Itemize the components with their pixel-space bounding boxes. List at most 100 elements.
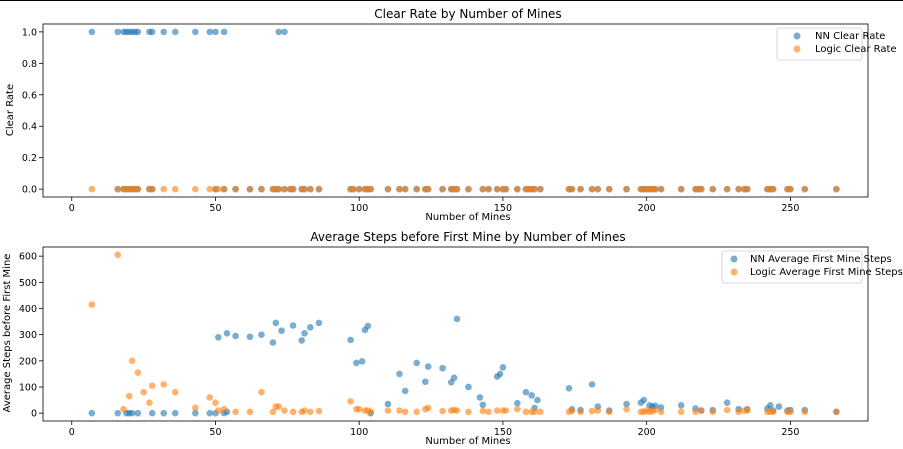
logic-data-point (744, 407, 751, 414)
logic-data-point (316, 408, 323, 415)
nn-data-point (232, 333, 239, 340)
logic-data-point (480, 408, 487, 415)
logic-data-point (402, 409, 409, 416)
logic-data-point (135, 186, 142, 193)
y-tick-label: 500 (19, 278, 37, 289)
x-tick-label: 50 (209, 427, 221, 438)
logic-data-point (523, 409, 530, 416)
logic-data-point (494, 407, 501, 414)
logic-data-point (569, 186, 576, 193)
logic-data-point (744, 186, 751, 193)
nn-data-point (149, 29, 156, 36)
logic-data-point (367, 409, 374, 416)
first-mine-steps-legend-logic-label: Logic Average First Mine Steps (750, 267, 903, 278)
nn-data-point (290, 322, 297, 329)
nn-data-point (396, 371, 403, 378)
logic-data-point (652, 186, 659, 193)
nn-data-point (422, 378, 429, 385)
nn-data-point (454, 316, 461, 323)
nn-data-point (172, 410, 179, 417)
clear-rate-title: Clear Rate by Number of Mines (374, 7, 561, 21)
logic-data-point (215, 407, 222, 414)
nn-data-point (215, 334, 222, 341)
nn-data-point (206, 410, 213, 417)
nn-data-point (275, 29, 282, 36)
logic-data-point (281, 186, 288, 193)
logic-data-point (569, 408, 576, 415)
nn-data-point (776, 403, 783, 410)
logic-data-point (89, 186, 96, 193)
nn-data-point (172, 29, 179, 36)
nn-data-point (353, 360, 360, 367)
logic-data-point (735, 186, 742, 193)
first-mine-steps-y-axis-label: Average Steps before First Mine (2, 254, 13, 413)
clear-rate-legend: NN Clear Rate Logic Clear Rate (777, 28, 897, 60)
nn-data-point (307, 324, 314, 331)
logic-data-point (350, 186, 357, 193)
logic-data-point (275, 403, 282, 410)
logic-data-point (801, 186, 808, 193)
x-tick-label: 100 (350, 427, 368, 438)
y-tick-label: 400 (19, 304, 37, 315)
logic-data-point (465, 186, 472, 193)
nn-data-point (258, 331, 265, 338)
logic-data-point (698, 186, 705, 193)
nn-data-point (402, 388, 409, 395)
nn-data-point (480, 401, 487, 408)
nn-data-point (301, 330, 308, 337)
x-tick-label: 100 (350, 203, 368, 214)
y-tick-label: 0.6 (22, 90, 37, 101)
logic-data-point (221, 186, 228, 193)
nn-data-point (129, 410, 136, 417)
y-tick-label: 100 (19, 382, 37, 393)
logic-data-point (281, 407, 288, 414)
nn-data-point (135, 410, 142, 417)
logic-data-point (678, 186, 685, 193)
nn-data-point (316, 320, 323, 327)
logic-data-point (439, 186, 446, 193)
x-tick-label: 200 (638, 427, 656, 438)
logic-data-point (206, 186, 213, 193)
logic-data-point (247, 409, 254, 416)
nn-data-point (160, 410, 167, 417)
logic-data-point (307, 186, 314, 193)
nn-data-point (89, 29, 96, 36)
x-tick-label: 250 (781, 427, 799, 438)
logic-data-point (120, 406, 127, 413)
logic-data-point (698, 407, 705, 414)
logic-data-point (425, 405, 432, 412)
clear-rate-plot-frame (43, 24, 868, 197)
first-mine-steps-legend: NN Average First Mine Steps Logic Averag… (722, 251, 903, 283)
logic-data-point (347, 398, 354, 405)
logic-data-point (724, 186, 731, 193)
nn-data-point (413, 360, 420, 367)
logic-data-point (485, 186, 492, 193)
logic-data-point (589, 408, 596, 415)
nn-data-point (206, 29, 213, 36)
first-mine-steps-legend-nn-label: NN Average First Mine Steps (750, 254, 892, 265)
first-mine-steps-legend-nn-marker (731, 256, 738, 263)
nn-data-point (477, 394, 484, 401)
nn-data-point (160, 29, 167, 36)
logic-data-point (301, 407, 308, 414)
nn-data-point (273, 320, 280, 327)
logic-data-point (606, 409, 613, 416)
logic-data-point (221, 406, 228, 413)
logic-data-point (652, 407, 659, 414)
logic-data-point (290, 409, 297, 416)
logic-data-point (494, 186, 501, 193)
y-tick-label: 0.8 (22, 59, 37, 70)
logic-data-point (503, 407, 510, 414)
logic-data-point (577, 409, 584, 416)
logic-data-point (275, 186, 282, 193)
logic-data-point (589, 186, 596, 193)
logic-data-point (594, 186, 601, 193)
nn-data-point (439, 365, 446, 372)
nn-data-point (385, 401, 392, 408)
clear-rate-y-axis-label: Clear Rate (5, 84, 16, 136)
nn-data-point (534, 397, 541, 404)
logic-data-point (833, 409, 840, 416)
y-tick-label: 0.2 (22, 153, 37, 164)
logic-data-point (485, 409, 492, 416)
logic-data-point (537, 409, 544, 416)
